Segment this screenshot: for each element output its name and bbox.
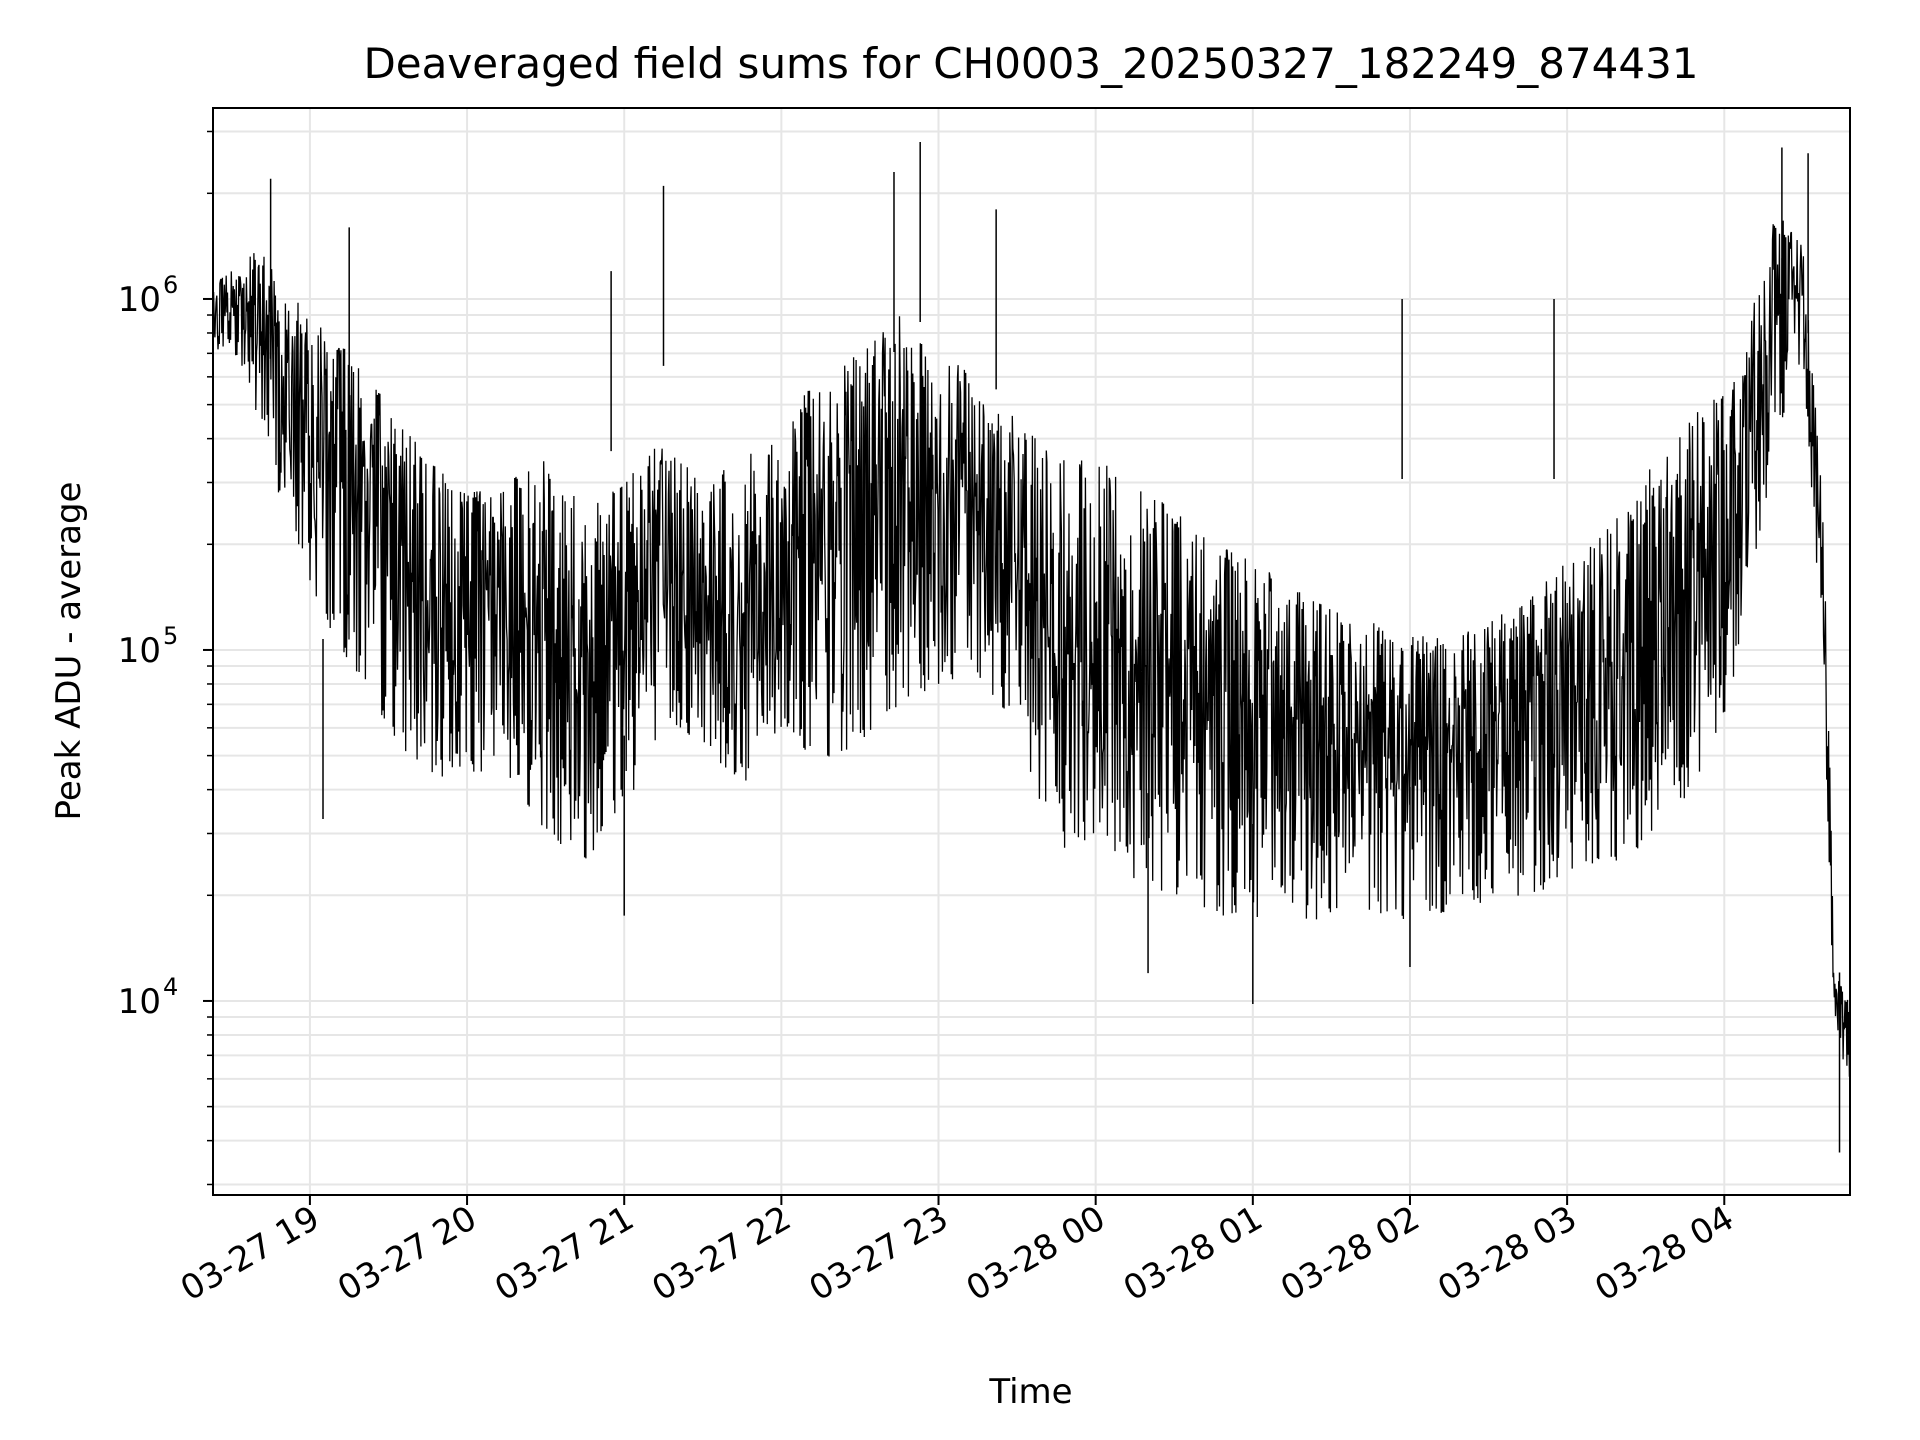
y-tick-label: 10 <box>118 631 161 671</box>
y-tick-exponent: 6 <box>163 271 178 299</box>
y-tick-exponent: 5 <box>163 622 178 650</box>
y-tick-exponent: 4 <box>163 973 178 1001</box>
plot-frame <box>212 107 1851 1196</box>
chart-title: Deaveraged field sums for CH0003_2025032… <box>363 39 1698 88</box>
grid <box>213 108 1850 1195</box>
x-axis-label: Time <box>988 1372 1072 1412</box>
y-tick-label: 10 <box>118 982 161 1022</box>
y-tick-label: 10 <box>118 280 161 320</box>
data-series <box>212 142 1851 1153</box>
y-axis-label: Peak ADU - average <box>49 482 89 821</box>
series-line <box>212 220 1851 1077</box>
